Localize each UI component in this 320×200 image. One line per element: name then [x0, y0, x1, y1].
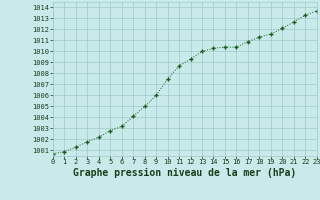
X-axis label: Graphe pression niveau de la mer (hPa): Graphe pression niveau de la mer (hPa) [73, 168, 296, 178]
